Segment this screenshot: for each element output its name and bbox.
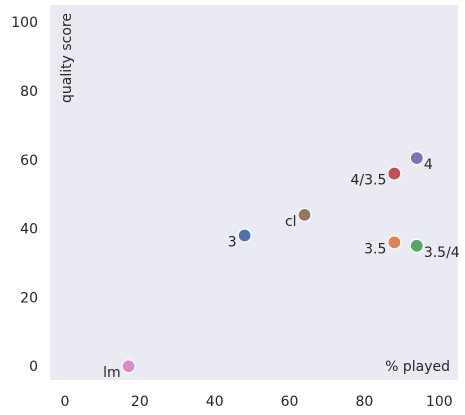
data-point [387,166,402,181]
x-tick-label: 100 [426,394,453,410]
data-point-label: 3 [228,235,237,251]
y-axis-ticks: 0 20 40 60 80 100 [11,15,38,375]
data-points [121,150,424,374]
y-tick-label: 60 [20,153,38,169]
data-point-label: 4 [424,157,433,173]
x-tick-label: 60 [281,394,299,410]
x-axis-label: % played [385,359,450,375]
data-point-label: 3.5 [364,241,386,257]
x-tick-label: 80 [356,394,374,410]
y-tick-label: 0 [29,359,38,375]
data-point-label: 4/3.5 [350,173,386,189]
plot-area [50,5,458,380]
data-point [409,238,424,253]
data-point [409,150,424,166]
y-tick-label: 100 [11,15,38,31]
data-point-label: lm [103,365,121,381]
data-point [297,207,312,222]
data-point-label: 3.5/4 [424,245,460,261]
data-point [121,359,136,374]
point-labels: 3 3.5 3.5/4 4/3.5 4 cl lm [103,157,460,381]
x-tick-label: 20 [131,394,149,410]
y-tick-label: 40 [20,222,38,238]
y-tick-label: 20 [20,290,38,306]
data-point [237,228,252,243]
x-tick-label: 40 [206,394,224,410]
x-tick-label: 0 [61,394,70,410]
data-point [387,235,402,250]
x-axis-ticks: 0 20 40 60 80 100 [61,394,453,410]
y-axis-label: quality score [59,13,75,103]
y-tick-label: 80 [20,84,38,100]
data-point-label: cl [285,214,297,230]
